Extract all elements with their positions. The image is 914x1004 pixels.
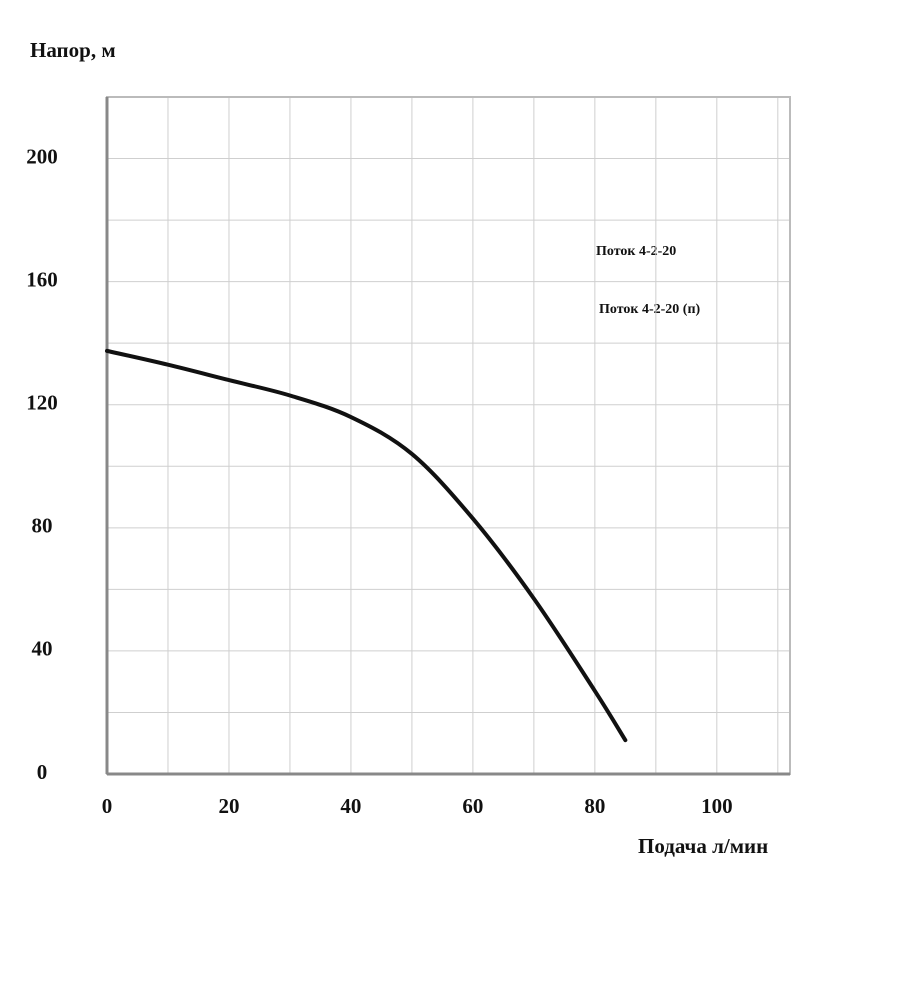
y-tick-label: 80	[32, 514, 53, 538]
x-tick-label: 60	[462, 794, 483, 818]
x-tick-label: 80	[584, 794, 605, 818]
y-tick-label: 200	[26, 144, 58, 168]
x-tick-label: 100	[701, 794, 733, 818]
legend-label: Поток 4-2-20	[596, 244, 676, 259]
x-tick-label: 20	[218, 794, 239, 818]
y-tick-label: 0	[37, 760, 48, 784]
y-axis-title: Напор, м	[30, 38, 116, 62]
curve	[105, 348, 628, 743]
y-tick-label: 160	[26, 267, 58, 291]
x-axis-title: Подача л/мин	[638, 834, 768, 858]
y-tick-label: 40	[32, 637, 53, 661]
legend-label: Поток 4-2-20 (п)	[599, 302, 701, 317]
plot-frame	[106, 96, 791, 775]
x-tick-label: 0	[102, 794, 113, 818]
y-tick-label: 120	[26, 391, 58, 415]
x-tick-label: 40	[340, 794, 361, 818]
